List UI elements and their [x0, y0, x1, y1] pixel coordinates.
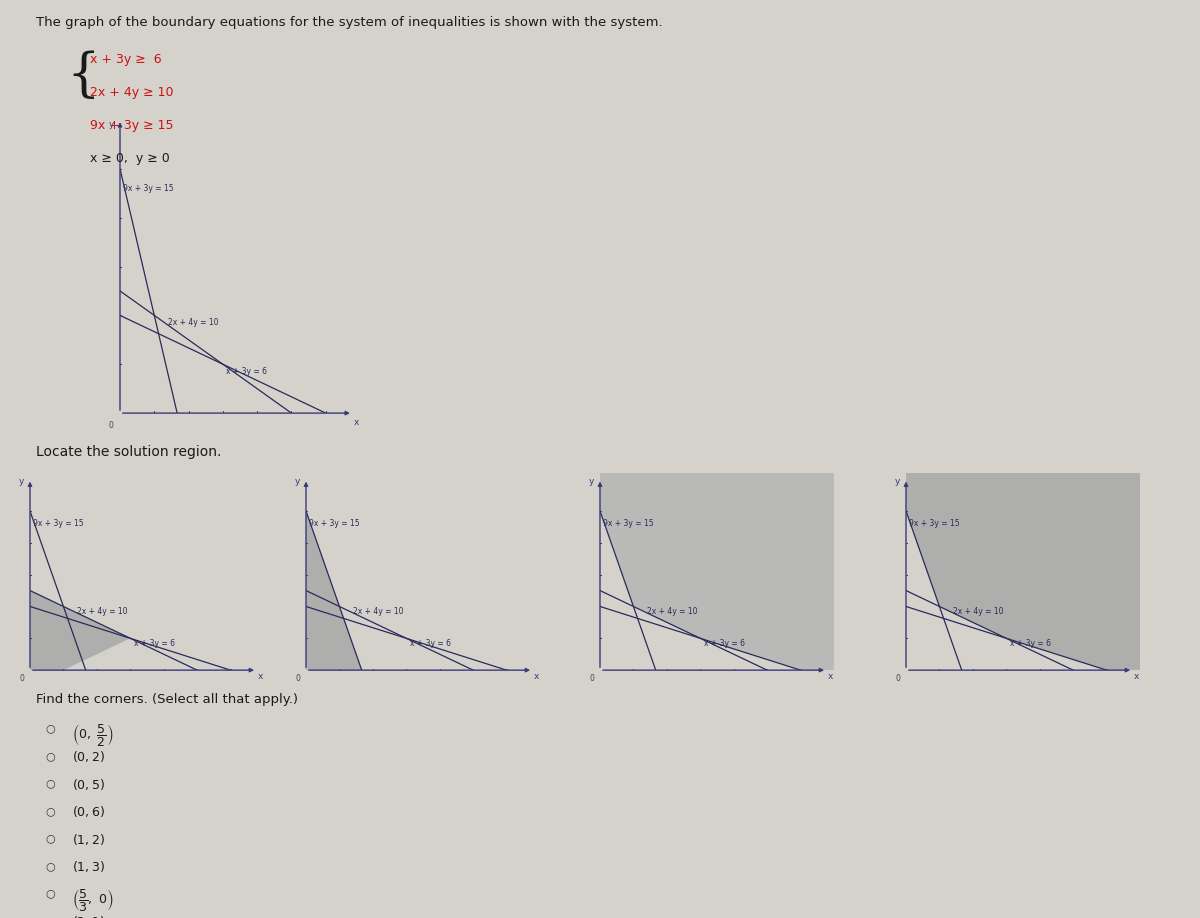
Text: $(2, 1)$: $(2, 1)$: [72, 914, 106, 918]
Text: x + 3y = 6: x + 3y = 6: [409, 639, 451, 647]
Text: Locate the solution region.: Locate the solution region.: [36, 445, 221, 459]
Text: The graph of the boundary equations for the system of inequalities is shown with: The graph of the boundary equations for …: [36, 16, 662, 28]
Text: ○: ○: [46, 751, 55, 761]
Text: x + 3y ≥  6: x + 3y ≥ 6: [90, 53, 162, 66]
Text: 9x + 3y = 15: 9x + 3y = 15: [32, 520, 83, 528]
Text: $(0, 2)$: $(0, 2)$: [72, 749, 106, 764]
Text: $(1, 2)$: $(1, 2)$: [72, 832, 106, 846]
Text: 0: 0: [895, 674, 900, 683]
Text: x + 3y = 6: x + 3y = 6: [703, 639, 745, 647]
Text: 9x + 3y = 15: 9x + 3y = 15: [308, 520, 359, 528]
Text: 2x + 4y = 10: 2x + 4y = 10: [953, 607, 1003, 616]
Text: $(0, 6)$: $(0, 6)$: [72, 804, 106, 819]
Text: x: x: [534, 672, 539, 681]
Text: $(0, 5)$: $(0, 5)$: [72, 777, 106, 791]
Text: x ≥ 0,  y ≥ 0: x ≥ 0, y ≥ 0: [90, 152, 169, 165]
Text: $\left(\dfrac{5}{3},\ 0\right)$: $\left(\dfrac{5}{3},\ 0\right)$: [72, 887, 114, 912]
Text: Find the corners. (Select all that apply.): Find the corners. (Select all that apply…: [36, 693, 298, 706]
Text: 2x + 4y = 10: 2x + 4y = 10: [77, 607, 127, 616]
Text: 2x + 4y = 10: 2x + 4y = 10: [353, 607, 403, 616]
Text: y: y: [19, 477, 24, 487]
Text: 0: 0: [109, 420, 114, 430]
Text: ○: ○: [46, 778, 55, 789]
Text: 9x + 3y = 15: 9x + 3y = 15: [122, 184, 173, 193]
Text: 0: 0: [19, 674, 24, 683]
Polygon shape: [306, 511, 362, 670]
Text: 9x + 3y = 15: 9x + 3y = 15: [908, 520, 959, 528]
Text: y: y: [895, 477, 900, 487]
Text: x + 3y = 6: x + 3y = 6: [227, 367, 268, 376]
Text: 0: 0: [589, 674, 594, 683]
Text: 2x + 4y ≥ 10: 2x + 4y ≥ 10: [90, 86, 174, 99]
Text: ○: ○: [46, 889, 55, 899]
Text: ○: ○: [46, 916, 55, 918]
Text: $(1, 3)$: $(1, 3)$: [72, 859, 106, 874]
Text: ○: ○: [46, 861, 55, 871]
Text: 2x + 4y = 10: 2x + 4y = 10: [168, 319, 218, 327]
Text: 0: 0: [295, 674, 300, 683]
Text: y: y: [109, 119, 114, 129]
Polygon shape: [600, 473, 834, 670]
Text: 9x + 3y ≥ 15: 9x + 3y ≥ 15: [90, 119, 174, 132]
Polygon shape: [906, 473, 1140, 670]
Text: ○: ○: [46, 834, 55, 844]
Text: 2x + 4y = 10: 2x + 4y = 10: [647, 607, 697, 616]
Text: ○: ○: [46, 806, 55, 816]
Text: 9x + 3y = 15: 9x + 3y = 15: [602, 520, 653, 528]
Text: {: {: [66, 50, 100, 102]
Text: x: x: [1134, 672, 1139, 681]
Polygon shape: [30, 590, 131, 670]
Text: ○: ○: [46, 723, 55, 733]
Text: x: x: [828, 672, 833, 681]
Text: x: x: [354, 419, 359, 428]
Text: $\left(0,\ \dfrac{5}{2}\right)$: $\left(0,\ \dfrac{5}{2}\right)$: [72, 722, 114, 747]
Text: y: y: [589, 477, 594, 487]
Text: y: y: [295, 477, 300, 487]
Text: x + 3y = 6: x + 3y = 6: [133, 639, 175, 647]
Text: x: x: [258, 672, 263, 681]
Text: x + 3y = 6: x + 3y = 6: [1009, 639, 1051, 647]
